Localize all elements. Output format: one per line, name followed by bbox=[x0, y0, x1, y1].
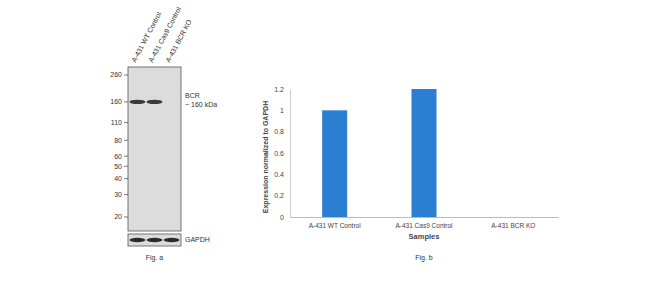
y-axis-line bbox=[290, 90, 291, 218]
target-band bbox=[147, 100, 163, 104]
loading-control-strip bbox=[128, 234, 181, 246]
loading-control-band bbox=[129, 238, 145, 242]
marker-label: 160 bbox=[110, 98, 122, 105]
marker-tick bbox=[124, 156, 128, 157]
y-tick-label: 1.2 bbox=[274, 86, 284, 93]
y-tick: 1.2 bbox=[274, 86, 290, 93]
marker-label: 40 bbox=[114, 175, 122, 182]
marker-label: 80 bbox=[114, 137, 122, 144]
marker-tick bbox=[124, 217, 128, 218]
y-tick: 0.4 bbox=[274, 171, 290, 178]
x-tick: A-431 Cas9 Control bbox=[395, 217, 453, 229]
marker-label: 20 bbox=[114, 213, 122, 220]
x-axis-line bbox=[291, 217, 559, 218]
x-axis-title: Samples bbox=[409, 232, 440, 241]
caption: Fig. b bbox=[415, 254, 433, 262]
marker-label: 50 bbox=[114, 163, 122, 170]
loading-control-band bbox=[164, 238, 180, 242]
y-tick-label: 0 bbox=[280, 214, 284, 221]
marker-tick bbox=[124, 194, 128, 195]
marker-tick bbox=[124, 178, 128, 179]
marker-tick bbox=[124, 101, 128, 102]
marker-label: 30 bbox=[114, 191, 122, 198]
x-tick-label: A-431 BCR KO bbox=[491, 222, 535, 229]
marker-label: 260 bbox=[110, 71, 122, 78]
blot-membrane bbox=[128, 67, 181, 231]
marker-tick bbox=[124, 140, 128, 141]
x-axis: A-431 WT Control A-431 Cas9 Control A-431 … bbox=[291, 217, 559, 229]
x-tick: A-431 WT Control bbox=[309, 217, 361, 229]
y-tick: 1 bbox=[280, 107, 290, 114]
target-band bbox=[129, 100, 145, 104]
y-tick: 0.2 bbox=[274, 192, 290, 199]
bar-chart: 0 0.2 0.4 0.6 0.8 1 1.2 A-431 WT Control A-431 C… bbox=[262, 86, 559, 262]
target-size: ~ 160 kDa bbox=[185, 101, 217, 108]
marker-label: 60 bbox=[114, 153, 122, 160]
marker-label: 110 bbox=[111, 119, 122, 126]
loading-control-band bbox=[147, 238, 163, 242]
y-tick: 0.6 bbox=[274, 150, 290, 157]
lane-label: A-431 WT Control bbox=[130, 10, 163, 63]
y-tick: 0.8 bbox=[274, 128, 290, 135]
bar bbox=[501, 217, 526, 218]
figure: 260160110806050403020A-431 WT ControlA-4… bbox=[0, 0, 650, 291]
marker-tick bbox=[124, 75, 128, 76]
marker-tick bbox=[124, 166, 128, 167]
y-axis-title: Expression normalized to GAPDH bbox=[262, 101, 270, 213]
x-tick: A-431 BCR KO bbox=[491, 217, 535, 229]
y-tick-label: 0.2 bbox=[274, 192, 284, 199]
x-tick-label: A-431 Cas9 Control bbox=[395, 222, 453, 229]
loading-control-label: GAPDH bbox=[185, 236, 210, 243]
western-blot: 260 160 110 80 60 50 40 30 20 A-431 WT ControlA-4… bbox=[110, 6, 217, 262]
target-label: BCR bbox=[185, 92, 200, 99]
caption: Fig. a bbox=[146, 254, 164, 262]
y-tick: 0 bbox=[280, 214, 290, 221]
bar bbox=[322, 110, 347, 217]
x-tick-label: A-431 WT Control bbox=[309, 222, 361, 229]
bars bbox=[322, 89, 436, 217]
marker-tick bbox=[124, 122, 128, 123]
bar bbox=[411, 89, 436, 217]
y-tick-label: 0.4 bbox=[274, 171, 284, 178]
y-tick-label: 1 bbox=[280, 107, 284, 114]
y-tick-label: 0.8 bbox=[274, 128, 284, 135]
y-tick-label: 0.6 bbox=[274, 150, 284, 157]
lane-label: A-431 BCR KO bbox=[164, 18, 193, 64]
y-axis: 0 0.2 0.4 0.6 0.8 1 1.2 bbox=[274, 86, 290, 221]
